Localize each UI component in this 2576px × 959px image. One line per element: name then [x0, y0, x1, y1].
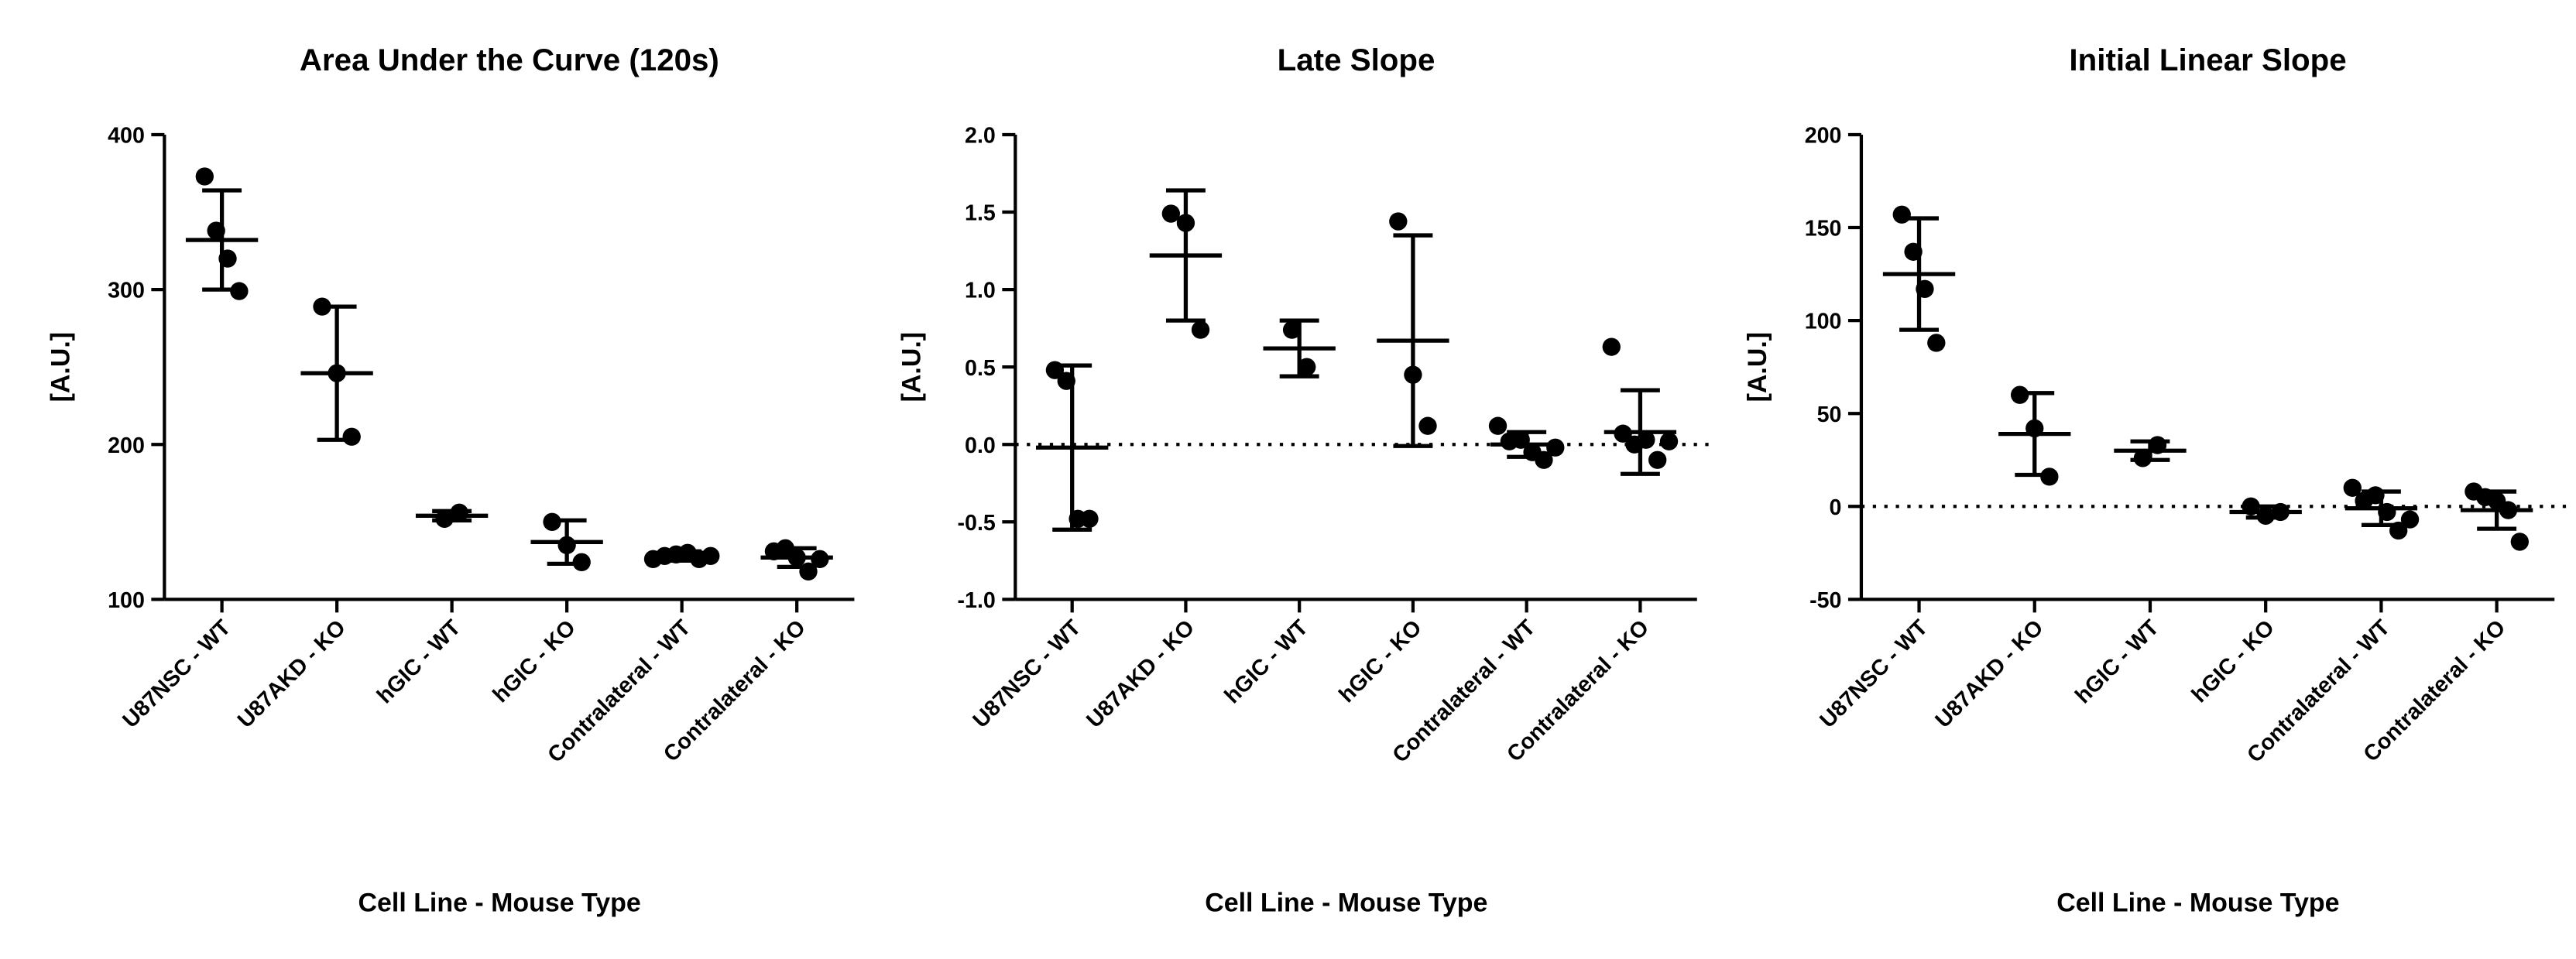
- x-tick-label: hGIC - WT: [1219, 615, 1313, 709]
- data-point: [2510, 533, 2529, 551]
- y-axis-label: [A.U.]: [1743, 332, 1772, 402]
- data-point: [1080, 509, 1099, 528]
- x-tick-label: U87NSC - WT: [118, 615, 235, 733]
- y-tick-label: 400: [108, 124, 145, 149]
- data-point: [195, 167, 214, 186]
- x-axis-label: Cell Line - Mouse Type: [1205, 888, 1487, 917]
- y-tick-label: -50: [1809, 588, 1841, 613]
- x-tick-label: hGIC - WT: [372, 615, 466, 709]
- data-point: [1191, 320, 1210, 339]
- data-point: [1892, 205, 1911, 224]
- x-tick-label: U87NSC - WT: [968, 615, 1086, 733]
- data-point: [1927, 334, 1946, 352]
- x-tick-label: hGIC - WT: [2070, 615, 2164, 709]
- y-tick-label: -1.0: [958, 588, 996, 613]
- y-tick-label: 1.5: [965, 201, 996, 226]
- panel: Area Under the Curve (120s) [A.U.] Cell Li…: [46, 43, 855, 917]
- data-point: [1161, 204, 1181, 223]
- x-tick-label: hGIC - KO: [488, 615, 580, 707]
- x-tick-label: U87AKD - KO: [233, 615, 351, 733]
- y-tick-label: 1.0: [965, 279, 996, 303]
- x-tick-label: U87AKD - KO: [1930, 615, 2048, 733]
- chart-title: Area Under the Curve (120s): [300, 43, 719, 77]
- y-tick-label: 100: [1805, 310, 1842, 334]
- panel: Initial Linear Slope [A.U.] Cell Line - Mo…: [1743, 43, 2574, 917]
- y-tick-label: 2.0: [965, 124, 996, 149]
- data-point: [1389, 212, 1408, 231]
- chart-title: Initial Linear Slope: [2069, 43, 2346, 77]
- x-tick-label: U87NSC - WT: [1815, 615, 1933, 733]
- y-tick-label: 100: [108, 588, 145, 613]
- y-tick-label: 300: [108, 279, 145, 303]
- y-tick-label: 50: [1817, 402, 1842, 427]
- y-tick-label: 0.0: [965, 433, 996, 458]
- y-tick-label: 150: [1805, 217, 1842, 241]
- y-tick-label: 0: [1830, 495, 1842, 520]
- data-point: [1648, 450, 1667, 469]
- y-tick-label: 200: [108, 433, 145, 458]
- data-point: [2400, 510, 2420, 529]
- data-point: [1546, 438, 1565, 457]
- y-tick-label: 0.5: [965, 356, 996, 381]
- x-tick-label: hGIC - KO: [1334, 615, 1426, 707]
- x-tick-label: U87AKD - KO: [1082, 615, 1199, 733]
- data-point: [342, 427, 361, 446]
- data-point: [1602, 337, 1621, 356]
- data-point: [1418, 416, 1437, 435]
- x-axis-label: Cell Line - Mouse Type: [2056, 888, 2339, 917]
- data-point: [1298, 358, 1316, 376]
- x-axis-label: Cell Line - Mouse Type: [358, 888, 641, 917]
- panel: Late Slope [A.U.] Cell Line - Mouse Type -1…: [897, 43, 1717, 917]
- data-point: [1488, 416, 1508, 435]
- data-point: [1659, 432, 1679, 450]
- y-axis-label: [A.U.]: [46, 332, 75, 402]
- chart-title: Late Slope: [1278, 43, 1435, 77]
- y-tick-label: -0.5: [958, 511, 996, 536]
- data-point: [2343, 478, 2362, 497]
- y-axis-label: [A.U.]: [897, 332, 926, 402]
- x-tick-label: hGIC - KO: [2187, 615, 2279, 707]
- y-tick-label: 200: [1805, 124, 1842, 149]
- data-point: [1282, 320, 1302, 339]
